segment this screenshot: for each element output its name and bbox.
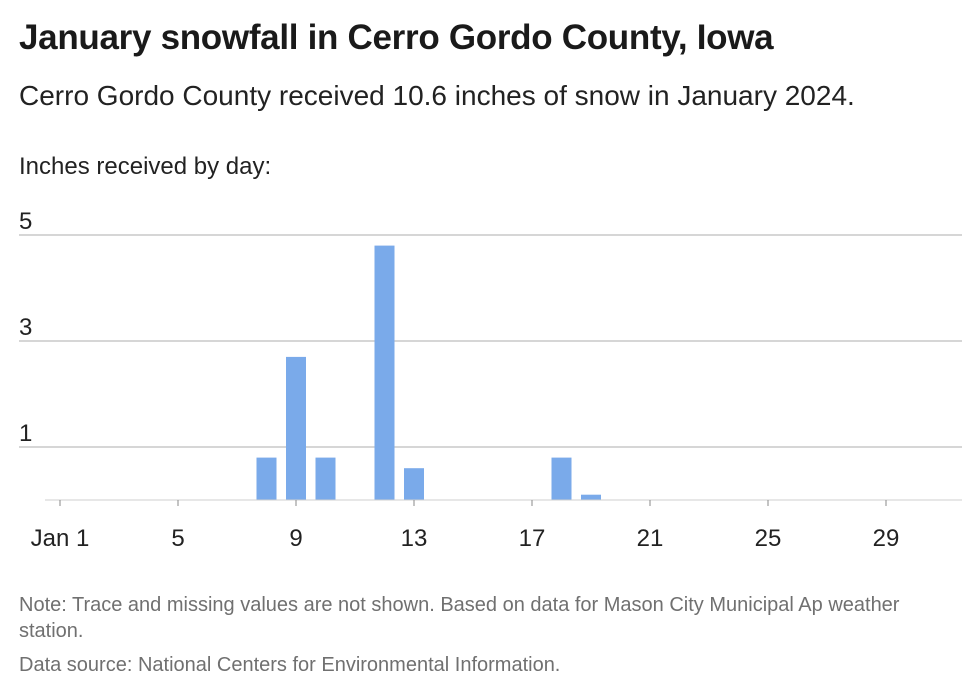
bar-day-10	[315, 457, 336, 500]
y-tick-label-5: 5	[19, 208, 32, 235]
y-axis-label: Inches received by day:	[19, 153, 272, 180]
bar-day-19	[581, 494, 601, 500]
x-tick-label-29: 29	[873, 525, 900, 552]
x-tick-label-21: 21	[637, 525, 664, 552]
x-tick-label-9: 9	[289, 525, 302, 552]
x-tick-label-17: 17	[519, 525, 546, 552]
bar-day-18	[551, 457, 572, 500]
bar-day-8	[256, 457, 277, 500]
data-source: Data source: National Centers for Enviro…	[19, 654, 561, 676]
x-tick-label-1: Jan 1	[31, 525, 90, 552]
x-tick-label-5: 5	[171, 525, 184, 552]
y-tick-label-3: 3	[19, 314, 32, 341]
bar-day-9	[286, 356, 306, 500]
chart-note: Note: Trace and missing values are not s…	[19, 594, 900, 642]
x-tick-label-25: 25	[755, 525, 782, 552]
y-tick-label-1: 1	[19, 420, 32, 447]
chart-title: January snowfall in Cerro Gordo County, …	[19, 18, 774, 57]
chart-subtitle: Cerro Gordo County received 10.6 inches …	[19, 80, 855, 111]
x-tick-label-13: 13	[401, 525, 428, 552]
bar-day-12	[374, 245, 395, 500]
bar-day-13	[404, 468, 424, 500]
